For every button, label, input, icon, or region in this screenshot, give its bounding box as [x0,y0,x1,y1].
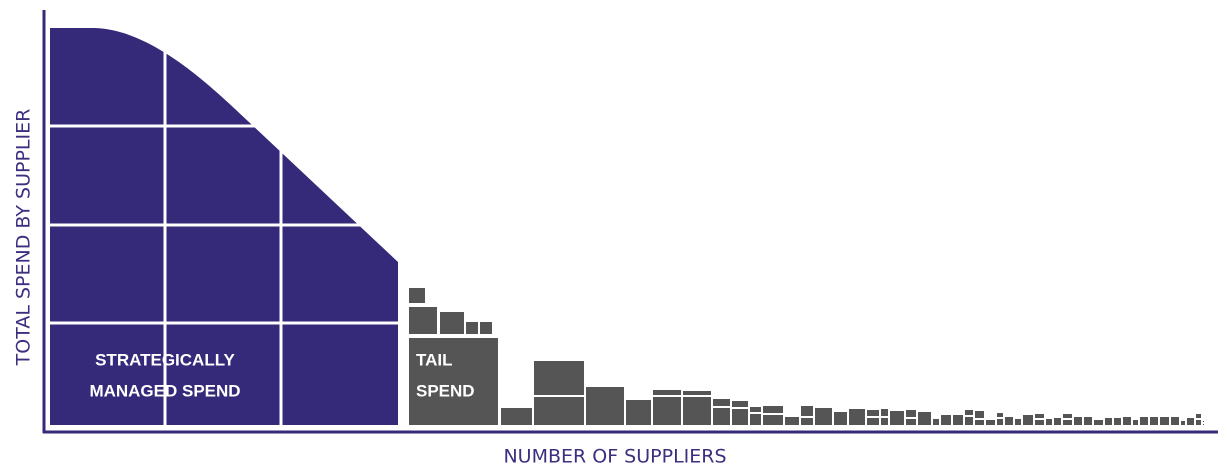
tail-box [1171,417,1179,425]
tail-box [534,397,584,425]
tail-box [683,391,711,395]
tail-box [653,390,681,395]
tail-box [534,361,584,395]
region-label: SPEND [416,381,475,400]
tail-box [713,399,730,406]
tail-box [997,419,1003,425]
tail-box [867,418,879,425]
tail-box [409,338,498,425]
tail-box [440,312,464,334]
tail-box [732,409,748,425]
tail-box [409,307,437,334]
strategic-grid [48,20,400,426]
tail-box [1114,418,1121,425]
tail-box [986,420,995,425]
tail-box [941,415,951,425]
tail-box [815,408,832,425]
y-axis-label: TOTAL SPEND BY SUPPLIER [13,109,35,367]
tail-box [906,410,916,417]
x-axis-label: NUMBER OF SUPPLIERS [503,446,726,466]
tail-box [1015,419,1021,425]
tail-box [1196,414,1201,418]
tail-box [1150,417,1158,425]
tail-box [1196,420,1201,425]
tail-box [732,401,748,407]
tail-box [1187,418,1194,425]
tail-box [834,412,847,425]
tail-box [1140,417,1148,425]
tail-box [881,409,888,416]
tail-box [997,413,1003,417]
tail-box [1084,417,1092,425]
tail-box [1133,420,1138,425]
tail-box [763,406,783,413]
tail-box [409,288,425,303]
tail-box [849,409,865,425]
tail-box [918,412,931,425]
tail-box [1046,419,1052,425]
tail-box [965,417,973,425]
tail-box [1181,421,1185,425]
tail-box [1054,418,1061,425]
tail-box [906,419,916,425]
tail-box [683,397,711,425]
tail-box [1063,414,1072,418]
tail-box [890,411,904,425]
tail-box [1005,417,1013,425]
tail-box [953,415,963,425]
tail-box [801,418,813,425]
tail-box [501,408,532,425]
tail-box [713,408,730,425]
tail-box [1123,417,1131,425]
tail-box [785,417,799,425]
region-label: MANAGED SPEND [89,381,240,400]
tail-box [1063,420,1072,425]
tail-box [750,414,761,425]
tail-box [466,322,478,334]
tail-box [1160,417,1169,425]
region-label: STRATEGICALLY [95,350,235,369]
tail-box [763,415,783,425]
tail-box [933,419,939,425]
tail-box [1203,424,1204,425]
tail-box [480,322,492,334]
tail-box [1203,421,1204,422]
tail-box [965,410,973,415]
tail-box [750,407,761,412]
tail-boxes [409,288,1204,425]
tail-box [801,406,813,416]
tail-box [1074,417,1082,425]
region-label: TAIL [416,350,453,369]
tail-box [975,420,984,425]
tail-box [586,387,624,425]
tail-box [1105,418,1112,425]
tail-box [975,411,984,418]
tail-box [1035,414,1044,418]
tail-box [1094,420,1103,425]
tail-box [867,410,879,416]
tail-box [881,418,888,425]
tail-box [626,400,651,425]
tail-box [653,397,681,425]
tail-box [1023,415,1033,425]
tail-box [1035,420,1044,425]
